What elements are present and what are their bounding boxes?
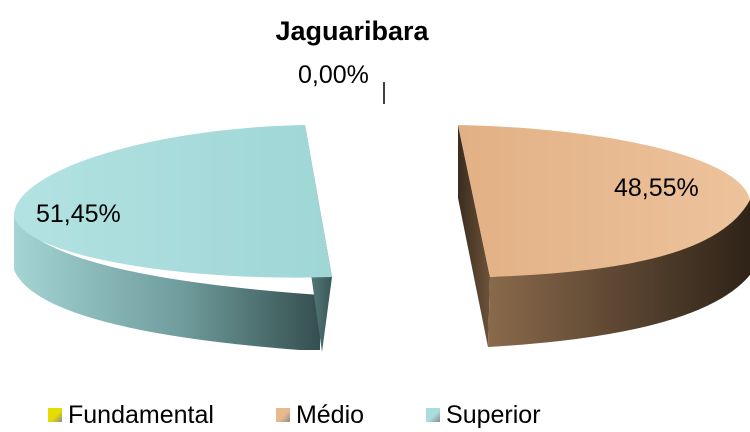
legend-label-fundamental: Fundamental [68,400,214,429]
legend-label-superior: Superior [446,400,541,429]
slice-medio-cut [458,125,490,347]
legend: Fundamental Médio Superior [48,400,603,430]
slice-medio [458,125,750,347]
slice-superior-side [14,214,320,350]
slice-medio-top [458,125,750,277]
slice-medio-side [488,200,750,347]
data-label-medio: 48,55% [614,174,699,202]
legend-label-medio: Médio [295,400,365,429]
legend-item-medio: Médio [275,400,365,430]
legend-swatch-superior [426,408,441,422]
data-label-superior: 51,45% [36,200,121,228]
data-label-fundamental: 0,00% [298,61,369,89]
legend-item-fundamental: Fundamental [48,401,214,430]
slice-superior-top [14,125,332,278]
legend-item-superior: Superior [426,401,541,430]
legend-swatch-medio [275,408,290,422]
chart-title: Jaguaribara [275,16,429,46]
slice-superior [14,125,332,352]
legend-swatch-fundamental [48,408,62,422]
